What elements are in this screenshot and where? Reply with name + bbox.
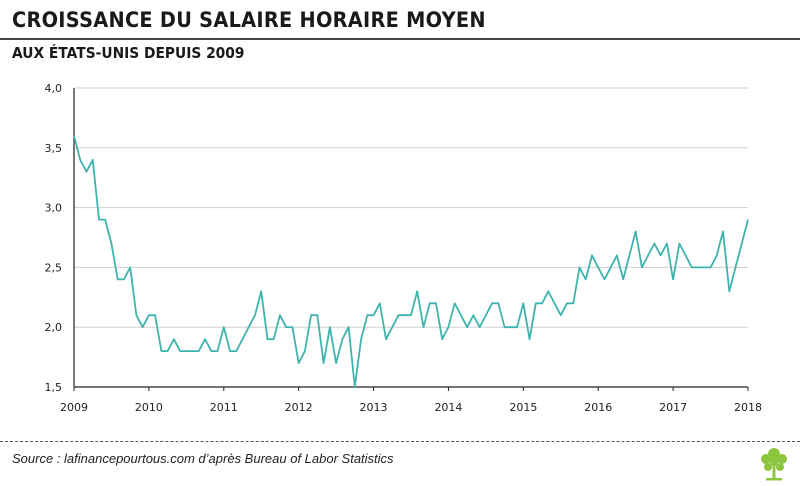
x-tick-label: 2010 [135, 401, 163, 414]
x-axis-ticks: 2009 2010 2011 2012 2013 2014 2015 2016 2017 2018 [60, 387, 762, 414]
grid-lines [74, 87, 748, 328]
chart-title: CROISSANCE DU SALAIRE HORAIRE MOYEN [12, 8, 486, 32]
y-axis-ticks: 1,5 2,0 2,5 3,0 3,5 4,0 [45, 82, 63, 394]
x-tick-label: 2011 [210, 401, 238, 414]
source-note: Source : lafinancepourtous.com d’après B… [12, 451, 394, 466]
x-tick-label: 2018 [734, 401, 762, 414]
title-divider [0, 38, 800, 40]
y-tick-label: 2,0 [45, 321, 63, 334]
x-tick-label: 2015 [509, 401, 537, 414]
series-line-0 [73, 135, 749, 388]
footer-divider [0, 441, 800, 442]
tree-logo-icon [761, 448, 787, 481]
x-tick-label: 2013 [360, 401, 388, 414]
x-tick-label: 2017 [659, 401, 687, 414]
y-tick-label: 2,5 [45, 261, 63, 274]
chart-subtitle: AUX ÉTATS-UNIS DEPUIS 2009 [12, 44, 245, 62]
x-tick-label: 2012 [285, 401, 313, 414]
y-tick-label: 1,5 [45, 381, 63, 394]
x-tick-label: 2014 [434, 401, 462, 414]
y-tick-label: 3,5 [45, 142, 63, 155]
x-tick-label: 2016 [584, 401, 612, 414]
series-layer [73, 135, 749, 388]
y-tick-label: 4,0 [45, 82, 63, 95]
y-tick-label: 3,0 [45, 202, 63, 215]
line-chart: 1,52,02,53,03,54,0 2009 2010 2011 2012 2013 2… [45, 82, 763, 414]
x-tick-label: 2009 [60, 401, 88, 414]
